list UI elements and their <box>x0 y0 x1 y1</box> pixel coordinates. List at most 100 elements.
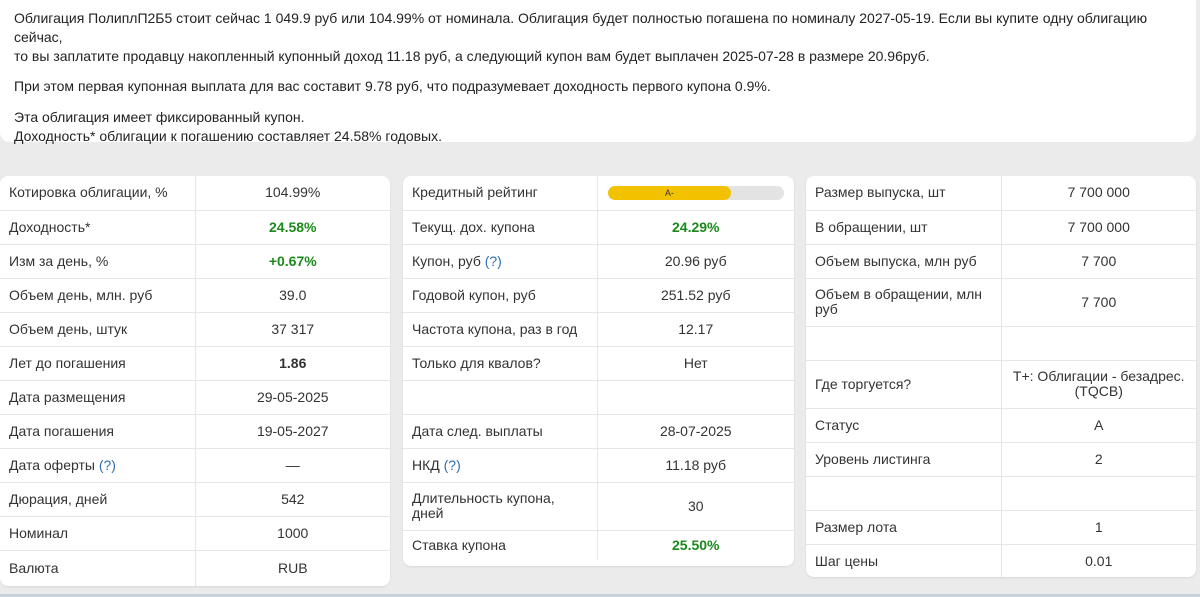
row-label-text: Кредитный рейтинг <box>412 184 538 201</box>
row-label: Размер лота <box>806 510 1001 545</box>
row-value: 30 <box>596 482 794 531</box>
row-value-text: 2 <box>1094 450 1103 467</box>
table-row: Номинал 1000 <box>0 516 390 551</box>
credit-rating-label: A- <box>664 187 674 198</box>
row-label-text: Размер лота <box>815 518 897 535</box>
table-row: Дата размещения 29-05-2025 <box>0 380 390 415</box>
row-value <box>596 380 794 415</box>
row-value: RUB <box>194 550 390 586</box>
coupon-data-card: Кредитный рейтинг A- Текущ. дох. купона 24.… <box>403 176 794 566</box>
row-label-text: Объем день, млн. руб <box>9 286 153 303</box>
market-data-card: Котировка облигации, % 104.99% Доходность*… <box>0 176 390 586</box>
row-value: 542 <box>194 482 390 517</box>
row-label: Длительность купона, дней <box>403 482 597 531</box>
row-label-text: Объем в обращении, млн руб <box>815 286 983 317</box>
table-row: НКД (?) 11.18 руб <box>403 448 794 483</box>
row-value-text: 25.50% <box>672 536 720 553</box>
table-row <box>403 380 794 415</box>
row-label-text: Статус <box>815 416 860 433</box>
row-label-text: Доходность* <box>9 218 91 235</box>
row-label: Размер выпуска, шт <box>806 176 1001 211</box>
row-label-text: Изм за день, % <box>9 252 109 269</box>
row-label: Дата погашения <box>0 414 195 449</box>
summary-line-4: Эта облигация имеет фиксированный купон. <box>14 109 305 125</box>
summary-line-3: При этом первая купонная выплата для вас… <box>14 78 771 94</box>
row-value-text: 24.58% <box>269 218 317 235</box>
table-row <box>806 476 1196 511</box>
row-label-text: Котировка облигации, % <box>9 184 168 201</box>
row-label-text: Где торгуется? <box>815 375 912 392</box>
help-link[interactable]: (?) <box>443 456 461 473</box>
summary-line-5: Доходность* облигации к погашению состав… <box>14 128 443 144</box>
row-value: — <box>194 448 390 483</box>
row-label: Объем день, млн. руб <box>0 278 195 313</box>
help-link[interactable]: (?) <box>484 252 502 269</box>
row-label-text: Валюта <box>9 559 59 576</box>
row-value <box>1000 476 1196 511</box>
row-value: +0.67% <box>194 244 390 279</box>
bottom-divider <box>0 594 1200 597</box>
row-label: Объем день, штук <box>0 312 195 347</box>
row-label <box>806 476 1001 511</box>
table-row: Статус A <box>806 408 1196 443</box>
row-value-text: 251.52 руб <box>660 286 731 303</box>
row-label-text: Текущ. дох. купона <box>412 218 535 235</box>
row-label <box>806 326 1001 361</box>
help-link[interactable]: (?) <box>98 456 116 473</box>
row-label-text: Дата след. выплаты <box>412 422 543 439</box>
row-value-text: 39.0 <box>279 286 307 303</box>
row-label: Купон, руб (?) <box>403 244 597 279</box>
row-value: 29-05-2025 <box>194 380 390 415</box>
row-value: A <box>1000 408 1196 443</box>
row-value-text: 1 <box>1094 518 1103 535</box>
row-label-text: Частота купона, раз в год <box>412 320 578 337</box>
table-row: Размер выпуска, шт 7 700 000 <box>806 176 1196 211</box>
row-label-text: Объем день, штук <box>9 320 128 337</box>
table-row: Котировка облигации, % 104.99% <box>0 176 390 211</box>
table-row: Текущ. дох. купона 24.29% <box>403 210 794 245</box>
table-row: В обращении, шт 7 700 000 <box>806 210 1196 245</box>
row-label: Текущ. дох. купона <box>403 210 597 245</box>
credit-rating-fill <box>607 185 731 200</box>
row-value-text: A <box>1094 416 1104 433</box>
table-row: Дата погашения 19-05-2027 <box>0 414 390 449</box>
row-value-text: Т+: Облигации - безадрес. (TQCB) <box>1012 368 1185 399</box>
row-value: 28-07-2025 <box>596 414 794 449</box>
row-label-text: Дата погашения <box>9 422 114 439</box>
row-label: В обращении, шт <box>806 210 1001 245</box>
row-label-text: Номинал <box>9 524 69 541</box>
row-label: Котировка облигации, % <box>0 176 195 211</box>
row-value: 24.29% <box>596 210 794 245</box>
row-value-text: 24.29% <box>672 218 720 235</box>
row-value-text: 7 700 000 <box>1067 184 1130 201</box>
table-row: Объем день, штук 37 317 <box>0 312 390 347</box>
table-row: Длительность купона, дней 30 <box>403 482 794 531</box>
row-value-text: 12.17 <box>678 320 714 337</box>
table-row: Лет до погашения 1.86 <box>0 346 390 381</box>
table-row: Уровень листинга 2 <box>806 442 1196 477</box>
table-row: Валюта RUB <box>0 550 390 586</box>
row-label: Частота купона, раз в год <box>403 312 597 347</box>
table-row <box>806 326 1196 361</box>
row-label: Дата след. выплаты <box>403 414 597 449</box>
row-label-text: Лет до погашения <box>9 354 126 371</box>
row-label: Дата размещения <box>0 380 195 415</box>
row-value: 12.17 <box>596 312 794 347</box>
row-value-text: 28-07-2025 <box>659 422 732 439</box>
row-label-text: Ставка купона <box>412 536 506 553</box>
row-value: 104.99% <box>194 176 390 211</box>
row-value-text: 1.86 <box>279 354 307 371</box>
table-row: Только для квалов? Нет <box>403 346 794 381</box>
row-value: 251.52 руб <box>596 278 794 313</box>
row-value: 7 700 <box>1000 278 1196 327</box>
row-value: 39.0 <box>194 278 390 313</box>
row-value: 25.50% <box>596 530 794 560</box>
table-row: Дата след. выплаты 28-07-2025 <box>403 414 794 449</box>
row-value: 20.96 руб <box>596 244 794 279</box>
table-row: Ставка купона 25.50% <box>403 530 794 560</box>
table-row: Частота купона, раз в год 12.17 <box>403 312 794 347</box>
table-row: Где торгуется? Т+: Облигации - безадрес. … <box>806 360 1196 409</box>
row-value-text: 1000 <box>277 524 309 541</box>
row-value: 37 317 <box>194 312 390 347</box>
row-value: 7 700 <box>1000 244 1196 279</box>
